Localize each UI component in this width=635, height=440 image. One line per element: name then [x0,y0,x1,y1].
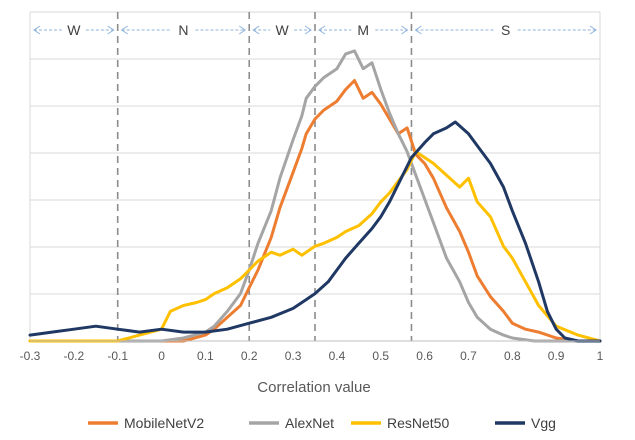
series-line [28,150,602,343]
legend: MobileNetV2 AlexNet ResNet50 Vgg [88,415,556,431]
x-tick-label: 0.8 [504,349,521,363]
x-tick-label: 0.5 [372,349,389,363]
zone-label: W [67,22,81,38]
legend-label: Vgg [531,415,556,431]
x-tick-label: 0.7 [460,349,477,363]
zone-arrow-right-icon [401,25,409,35]
zone-arrow-left-icon [120,25,128,35]
x-tick-label: 0 [158,349,165,363]
zone-label: W [276,22,290,38]
legend-label: AlexNet [285,415,334,431]
legend-label: ResNet50 [387,415,449,431]
zone-arrow-right-icon [589,25,597,35]
zone-label: M [357,22,369,38]
x-tick-label: 0.6 [416,349,433,363]
zone-arrow-left-icon [414,25,422,35]
series-lines [28,49,602,343]
x-tick-label: 0.2 [241,349,258,363]
series-line [28,79,602,343]
zone-arrow-right-icon [304,25,312,35]
series-line [28,49,602,343]
x-axis: -0.3 -0.2 -0.1 0 0.1 0.2 0.3 0.4 0.5 0.6 0.7 0.8 0.9… [20,340,604,363]
x-tick-label: 0.1 [197,349,214,363]
x-tick-label: -0.3 [20,349,41,363]
x-tick-label: 0.9 [548,349,565,363]
x-axis-title: Correlation value [257,379,370,396]
zone-arrow-left-icon [318,25,326,35]
x-tick-label: 0.4 [329,349,346,363]
zone-label: S [501,22,510,38]
x-tick-label: -0.2 [64,349,85,363]
x-tick-label: -0.1 [107,349,128,363]
zone-arrow-left-icon [252,25,260,35]
zone-label: N [178,22,188,38]
series-line [28,120,602,343]
zone-arrow-right-icon [107,25,115,35]
zone-arrow-right-icon [238,25,247,35]
zone-arrow-left-icon [33,25,41,35]
legend-label: MobileNetV2 [124,415,204,431]
x-tick-label: 1 [597,349,604,363]
x-tick-label: 0.3 [285,349,302,363]
